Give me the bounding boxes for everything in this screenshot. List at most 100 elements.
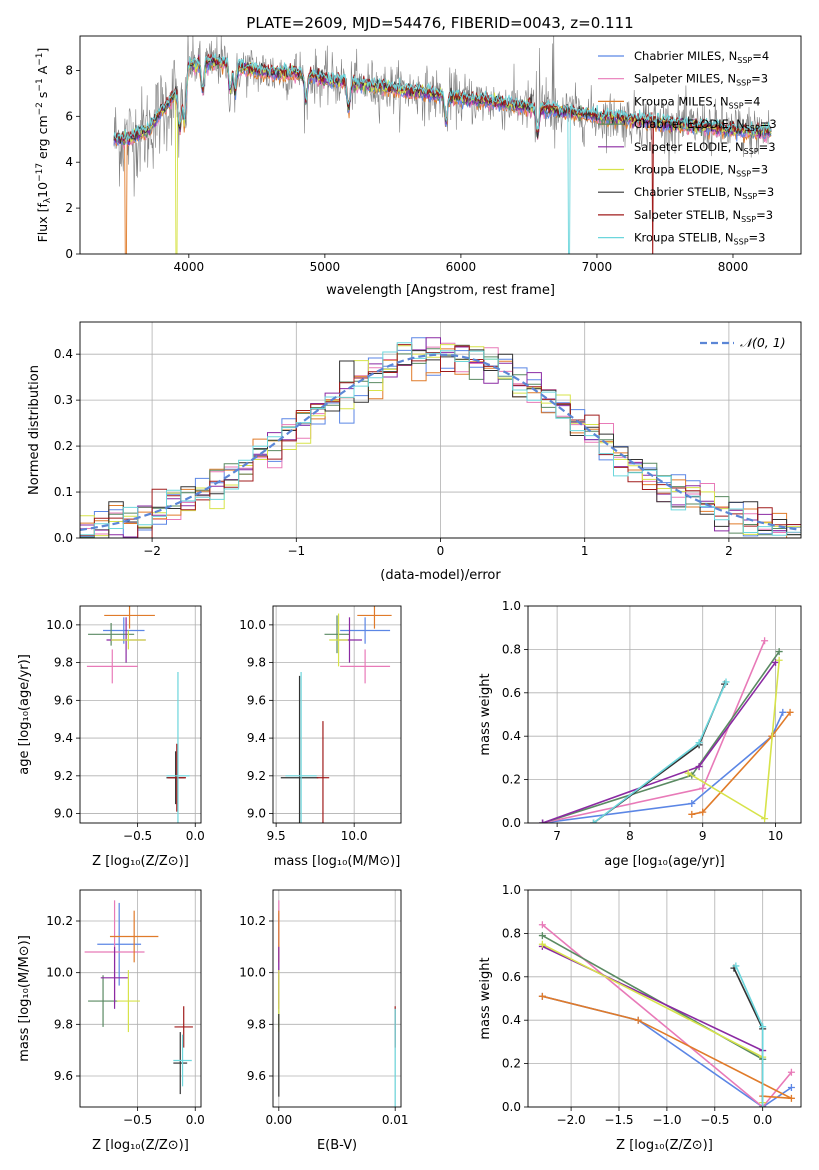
x-tick-label: −1.5 — [604, 1113, 633, 1127]
y-tick-label: 9.4 — [54, 731, 73, 745]
y-tick-label: 1.0 — [502, 883, 521, 897]
weight-line-chabrier-miles — [542, 711, 784, 823]
x-tick-label: 6000 — [446, 260, 477, 274]
x-tick-label: 1 — [581, 544, 589, 558]
plot-spectrum: 4000 5000 6000 7000 8000 0 2 4 6 8 Chabrier MILES,… — [35, 35, 802, 298]
axes-frame — [79, 35, 802, 255]
x-axis-label: Z [log₁₀(Z/Z⊙)] — [92, 1138, 189, 1153]
model-line-kroupa-stelib — [113, 53, 772, 254]
y-tick-label: 0.0 — [502, 1100, 521, 1114]
y-tick-label: 6 — [65, 109, 73, 123]
x-tick-label: 7000 — [582, 260, 613, 274]
y-tick-label: 0.6 — [502, 686, 521, 700]
x-tick-label: 8000 — [718, 260, 749, 274]
x-tick-label: 0.0 — [186, 1113, 205, 1127]
y-tick-label: 10.0 — [239, 618, 266, 632]
y-tick-label: 10.0 — [239, 966, 266, 980]
y-axis-label: Flux [fλ10−17 erg cm−2 s−1 A−1] — [35, 48, 53, 243]
y-tick-label: 0.8 — [502, 642, 521, 656]
y-axis-label: mass [log₁₀(M/M⊙)] — [17, 935, 32, 1062]
weight-marker — [538, 921, 546, 929]
y-tick-label: 9.0 — [54, 807, 73, 821]
y-tick-label: 9.6 — [247, 1069, 266, 1083]
weight-marker — [775, 648, 783, 656]
y-tick-label: 8 — [65, 63, 73, 77]
legend-label: Chabrier ELODIE, NSSP=3 — [634, 117, 777, 133]
weight-marker — [786, 708, 794, 716]
x-axis-label: (data-model)/error — [380, 568, 501, 583]
x-axis-label: Z [log₁₀(Z/Z⊙)] — [616, 1138, 713, 1153]
y-tick-label: 0.2 — [54, 439, 73, 453]
weight-marker — [538, 992, 546, 1000]
x-tick-label: 0.0 — [186, 829, 205, 843]
y-tick-label: 0.4 — [502, 1013, 521, 1027]
x-tick-label: −0.5 — [700, 1113, 729, 1127]
weight-marker — [761, 815, 769, 823]
legend-label: Chabrier STELIB, NSSP=3 — [634, 185, 774, 201]
x-tick-label: −2.0 — [557, 1113, 586, 1127]
y-axis-label: Normed distribution — [27, 365, 42, 495]
y-tick-label: 9.0 — [247, 807, 266, 821]
axes-frame — [527, 889, 802, 1108]
x-axis-label: E(B-V) — [317, 1138, 357, 1153]
weight-marker — [634, 1016, 642, 1024]
plot-area — [84, 900, 193, 1095]
x-tick-label: −2 — [143, 544, 161, 558]
y-tick-label: 0.6 — [502, 970, 521, 984]
x-tick-label: −0.5 — [123, 1113, 152, 1127]
weight-marker — [761, 637, 769, 645]
x-tick-label: 5000 — [310, 260, 341, 274]
legend-label: Salpeter ELODIE, NSSP=3 — [634, 140, 776, 156]
axes-frame — [527, 605, 802, 824]
x-tick-label: −0.5 — [123, 829, 152, 843]
x-tick-label: 10 — [768, 829, 783, 843]
y-tick-label: 10.0 — [46, 618, 73, 632]
x-tick-label: −1.0 — [652, 1113, 681, 1127]
plot-area — [113, 36, 772, 254]
legend-label: Chabrier MILES, NSSP=4 — [634, 49, 769, 65]
y-tick-label: 10.0 — [46, 966, 73, 980]
weight-marker — [539, 819, 547, 823]
legend-label: Kroupa STELIB, NSSP=3 — [634, 231, 765, 247]
plot-age_vs_mass: 9.5 10.0 9.0 9.2 9.4 9.6 9.8 10.0 mass [log₁₀(M/… — [239, 605, 402, 869]
x-tick-label: 10.0 — [341, 829, 368, 843]
plot-mass_vs_Z: −0.5 0.0 9.6 9.8 10.0 10.2 Z [log₁₀(Z/Z⊙)] mass… — [17, 889, 205, 1153]
weight-marker — [759, 1103, 767, 1107]
legend-label: 𝒩(0, 1) — [740, 335, 786, 350]
weight-line-kroupa-stelib — [593, 681, 727, 823]
hist-kroupa-stelib — [80, 342, 801, 536]
x-tick-label: 7 — [553, 829, 561, 843]
legend: Chabrier MILES, NSSP=4 Salpeter MILES, NS… — [598, 49, 777, 247]
weight-marker — [787, 1083, 795, 1091]
axes-frame — [79, 321, 802, 539]
normal-curve — [80, 353, 801, 531]
y-tick-label: 9.6 — [54, 693, 73, 707]
weight-marker — [787, 1068, 795, 1076]
x-tick-label: 9.5 — [267, 829, 286, 843]
weight-marker — [538, 940, 546, 948]
x-axis-label: wavelength [Angstrom, rest frame] — [326, 283, 555, 298]
y-tick-label: 9.2 — [247, 769, 266, 783]
x-tick-label: 0.01 — [382, 1113, 409, 1127]
plot-mass_vs_EBV: 0.00 0.01 9.6 9.8 10.0 10.2 E(B-V) — [239, 889, 409, 1153]
x-tick-label: 8 — [626, 829, 634, 843]
plot-area — [278, 900, 396, 1107]
x-tick-label: 0 — [437, 544, 445, 558]
weight-marker — [688, 799, 696, 807]
weight-marker — [759, 1023, 767, 1031]
weight-marker — [772, 658, 780, 666]
weight-marker — [775, 656, 783, 664]
weight-line-chabrier-stelib — [593, 683, 726, 823]
x-tick-label: −1 — [287, 544, 305, 558]
legend-label: Salpeter STELIB, NSSP=3 — [634, 208, 773, 224]
axes-frame — [272, 889, 402, 1108]
weight-marker — [684, 769, 692, 777]
axes-frame — [272, 605, 402, 824]
plot-weight_vs_Z: −2.0 −1.5 −1.0 −0.5 0.0 0.0 0.2 0.4 0.6 0.8 1.0 Z [… — [478, 883, 802, 1153]
weight-marker — [538, 932, 546, 940]
y-tick-label: 9.8 — [54, 1017, 73, 1031]
y-tick-label: 0.0 — [502, 816, 521, 830]
y-tick-label: 1.0 — [502, 599, 521, 613]
x-tick-label: 4000 — [174, 260, 205, 274]
